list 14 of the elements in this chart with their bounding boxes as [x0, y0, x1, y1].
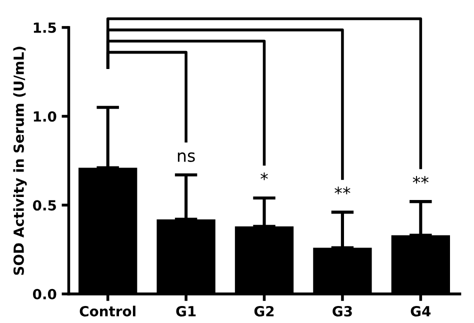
annotation: ** [412, 176, 429, 184]
x-tick-label: G2 [254, 306, 274, 316]
x-tick-label: G1 [176, 306, 196, 316]
y-tick-label: 0.0 [32, 288, 56, 300]
y-axis-title: SOD Activity in Serum (U/mL) [13, 46, 27, 275]
y-tick-label: 1.5 [34, 22, 56, 33]
x-tick-label: Control [80, 306, 136, 316]
x-tick-label: G3 [332, 306, 352, 316]
x-tick-label: G4 [410, 306, 431, 316]
annotation: ** [334, 186, 350, 194]
annotation: ns [178, 152, 195, 162]
y-tick-label: 0.5 [32, 200, 56, 211]
annotation: * [260, 172, 268, 180]
y-tick-label: 1.0 [34, 111, 56, 122]
